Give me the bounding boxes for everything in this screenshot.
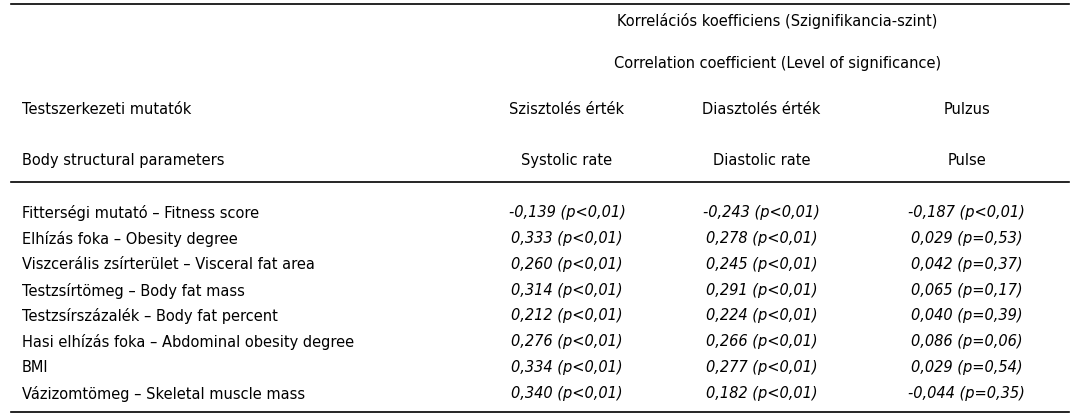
Text: 0,340 (p<0,01): 0,340 (p<0,01) xyxy=(511,386,623,401)
Text: 0,029 (p=0,53): 0,029 (p=0,53) xyxy=(910,231,1023,246)
Text: 0,276 (p<0,01): 0,276 (p<0,01) xyxy=(511,334,623,349)
Text: Testzsírtömeg – Body fat mass: Testzsírtömeg – Body fat mass xyxy=(22,283,244,298)
Text: 0,212 (p<0,01): 0,212 (p<0,01) xyxy=(511,308,623,324)
Text: 0,333 (p<0,01): 0,333 (p<0,01) xyxy=(511,231,623,246)
Text: Correlation coefficient (Level of significance): Correlation coefficient (Level of signif… xyxy=(615,56,941,71)
Text: Testszerkezeti mutatók: Testszerkezeti mutatók xyxy=(22,102,191,117)
Text: Fitterségi mutató – Fitness score: Fitterségi mutató – Fitness score xyxy=(22,205,259,221)
Text: Diastolic rate: Diastolic rate xyxy=(713,153,810,168)
Text: 0,291 (p<0,01): 0,291 (p<0,01) xyxy=(705,283,818,298)
Text: Elhízás foka – Obesity degree: Elhízás foka – Obesity degree xyxy=(22,231,238,247)
Text: Korrelációs koefficiens (Szignifikancia-szint): Korrelációs koefficiens (Szignifikancia-… xyxy=(618,13,937,28)
Text: 0,277 (p<0,01): 0,277 (p<0,01) xyxy=(705,360,818,375)
Text: Diasztolés érték: Diasztolés érték xyxy=(702,102,821,117)
Text: Systolic rate: Systolic rate xyxy=(522,153,612,168)
Text: 0,065 (p=0,17): 0,065 (p=0,17) xyxy=(910,283,1023,298)
Text: 0,040 (p=0,39): 0,040 (p=0,39) xyxy=(910,308,1023,324)
Text: -0,044 (p=0,35): -0,044 (p=0,35) xyxy=(908,386,1025,401)
Text: -0,139 (p<0,01): -0,139 (p<0,01) xyxy=(509,205,625,220)
Text: Vázizomtömeg – Skeletal muscle mass: Vázizomtömeg – Skeletal muscle mass xyxy=(22,386,305,402)
Text: 0,182 (p<0,01): 0,182 (p<0,01) xyxy=(705,386,818,401)
Text: Pulse: Pulse xyxy=(947,153,986,168)
Text: 0,260 (p<0,01): 0,260 (p<0,01) xyxy=(511,257,623,272)
Text: 0,334 (p<0,01): 0,334 (p<0,01) xyxy=(511,360,623,375)
Text: -0,243 (p<0,01): -0,243 (p<0,01) xyxy=(703,205,820,220)
Text: 0,245 (p<0,01): 0,245 (p<0,01) xyxy=(705,257,818,272)
Text: 0,086 (p=0,06): 0,086 (p=0,06) xyxy=(910,334,1023,349)
Text: 0,224 (p<0,01): 0,224 (p<0,01) xyxy=(705,308,818,324)
Text: 0,314 (p<0,01): 0,314 (p<0,01) xyxy=(511,283,623,298)
Text: 0,042 (p=0,37): 0,042 (p=0,37) xyxy=(910,257,1023,272)
Text: Pulzus: Pulzus xyxy=(943,102,990,117)
Text: Body structural parameters: Body structural parameters xyxy=(22,153,225,168)
Text: 0,029 (p=0,54): 0,029 (p=0,54) xyxy=(910,360,1023,375)
Text: Viszcerális zsírterület – Visceral fat area: Viszcerális zsírterület – Visceral fat a… xyxy=(22,257,314,272)
Text: Testzsírszázalék – Body fat percent: Testzsírszázalék – Body fat percent xyxy=(22,308,278,324)
Text: 0,278 (p<0,01): 0,278 (p<0,01) xyxy=(705,231,818,246)
Text: -0,187 (p<0,01): -0,187 (p<0,01) xyxy=(908,205,1025,220)
Text: 0,266 (p<0,01): 0,266 (p<0,01) xyxy=(705,334,818,349)
Text: BMI: BMI xyxy=(22,360,49,375)
Text: Szisztolés érték: Szisztolés érték xyxy=(510,102,624,117)
Text: Hasi elhízás foka – Abdominal obesity degree: Hasi elhízás foka – Abdominal obesity de… xyxy=(22,334,354,350)
